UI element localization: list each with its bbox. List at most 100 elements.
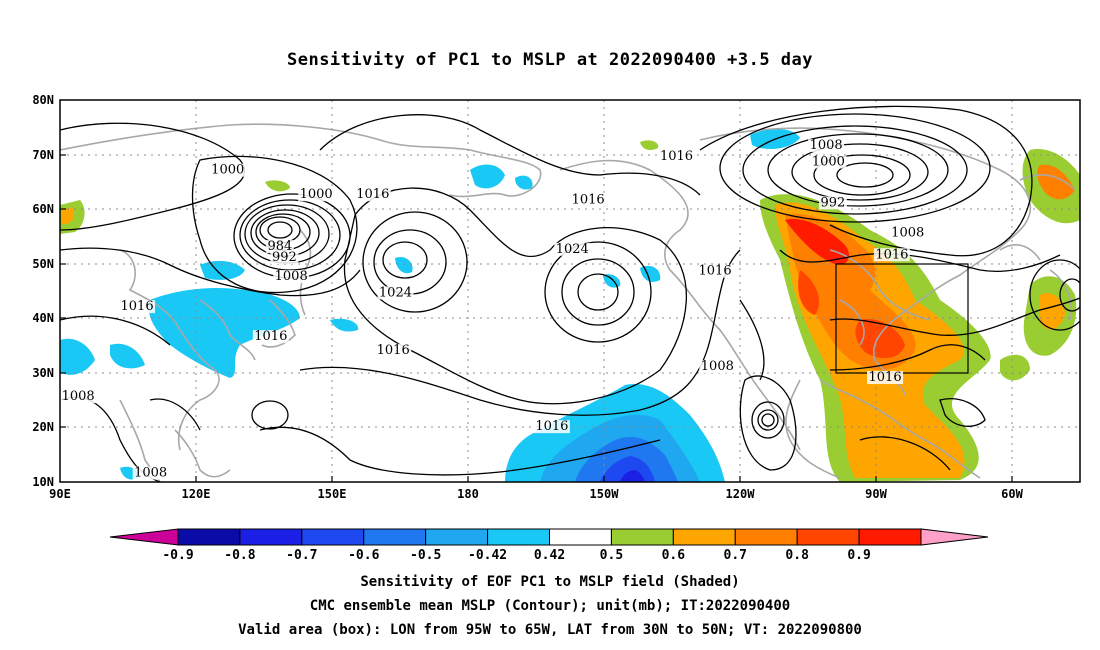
contour-label: 1000 — [812, 154, 845, 169]
contour-label: 1008 — [701, 359, 734, 374]
contour-label-bg — [209, 163, 246, 177]
contour-label: 1000 — [300, 187, 333, 202]
contour-label-bg — [570, 193, 607, 207]
mslp-contours — [60, 105, 1080, 482]
contour-label: 1016 — [869, 370, 902, 385]
contour-label-bg — [252, 330, 289, 344]
contour-label-bg — [533, 420, 570, 434]
colorbar-segment — [177, 528, 241, 546]
colorbar-segment — [239, 528, 303, 546]
colorbar-tick-label: -0.5 — [410, 548, 441, 563]
contour-label: 1016 — [572, 193, 605, 208]
contour-label: 1016 — [535, 419, 568, 434]
contour-label-bg — [273, 270, 310, 284]
colorbar-tick-label: -0.9 — [162, 548, 193, 563]
colorbar-segment — [487, 528, 551, 546]
page-title: Sensitivity of PC1 to MSLP at 2022090400… — [286, 50, 813, 70]
lat-label: 30N — [32, 366, 54, 380]
contour-label-bg — [699, 360, 736, 374]
contour-label-bg — [377, 286, 414, 300]
contour-label-bg — [808, 139, 845, 153]
contour-label-bg — [873, 248, 910, 262]
colorbar-segment — [549, 528, 612, 546]
coastlines — [60, 123, 1076, 482]
colorbar-segment — [672, 528, 736, 546]
contour-label-bg — [810, 155, 847, 169]
lat-label: 20N — [32, 420, 54, 434]
lat-label: 50N — [32, 257, 54, 271]
contour-label-bg — [132, 466, 169, 480]
contour-label: 1008 — [134, 466, 167, 481]
colorbar-tick-label: -0.7 — [286, 548, 317, 563]
contour-label-bg — [119, 300, 156, 314]
contour-label: 1016 — [254, 329, 287, 344]
contour-label-bg — [554, 242, 591, 256]
contour-label-bg — [298, 188, 335, 202]
lat-label: 80N — [32, 93, 54, 107]
colorbar: -0.9 -0.8 -0.7 -0.6 -0.5 -0.42 0.42 0.5 0.6 0.7 0.… — [109, 528, 989, 563]
contour-label: 992 — [821, 195, 846, 210]
tick-marks — [60, 154, 1013, 482]
sensitivity-shading — [60, 128, 1080, 482]
contour-label-bg — [60, 390, 97, 404]
contour-label-bg — [270, 250, 299, 264]
contour-label: 1016 — [377, 343, 410, 358]
caption-line-3: Valid area (box): LON from 95W to 65W, L… — [238, 622, 862, 638]
colorbar-segment — [734, 528, 798, 546]
map-frame — [59, 99, 1081, 483]
colorbar-tick-label: -0.6 — [348, 548, 379, 563]
colorbar-tick-label: 0.8 — [785, 548, 809, 563]
contour-label-bg — [867, 371, 904, 385]
contour-label: 1016 — [875, 247, 908, 262]
contour-label: 1016 — [699, 264, 732, 279]
colorbar-segment — [425, 528, 489, 546]
colorbar-segment — [610, 528, 674, 546]
contour-label: 1000 — [211, 163, 244, 178]
contour-label-bg — [265, 240, 294, 254]
colorbar-tick-label: 0.42 — [534, 548, 565, 563]
contour-label: 1008 — [810, 138, 843, 153]
caption-line-1: Sensitivity of EOF PC1 to MSLP field (Sh… — [360, 574, 740, 590]
contour-label: 1016 — [660, 149, 693, 164]
shade-positive-red — [785, 219, 850, 265]
lat-label: 40N — [32, 311, 54, 325]
lat-label: 10N — [32, 475, 54, 489]
colorbar-below-triangle — [109, 528, 179, 546]
contour-label-bg — [818, 196, 847, 210]
lon-label: 150W — [590, 487, 620, 501]
lon-label: 180 — [457, 487, 479, 501]
lat-axis-labels: 80N 70N 60N 50N 40N 30N 20N 10N — [32, 93, 54, 489]
contour-label-bg — [889, 226, 926, 240]
lat-label: 70N — [32, 148, 54, 162]
contour-label-bg — [658, 150, 695, 164]
contour-label: 1008 — [62, 389, 95, 404]
colorbar-above-triangle — [920, 528, 989, 546]
colorbar-tick-label: -0.42 — [468, 548, 507, 563]
colorbar-segment — [301, 528, 365, 546]
contour-label: 1008 — [275, 269, 308, 284]
lat-label: 60N — [32, 202, 54, 216]
contour-label-bg — [375, 343, 412, 357]
shade-negative-asia — [148, 288, 300, 378]
contour-label-bg — [697, 264, 734, 278]
contour-label: 992 — [272, 250, 297, 265]
graticule — [60, 100, 1080, 482]
lon-label: 60W — [1001, 487, 1023, 501]
colorbar-tick-label: -0.8 — [224, 548, 255, 563]
colorbar-segment — [363, 528, 427, 546]
contour-label: 1024 — [379, 285, 412, 300]
contour-label: 1016 — [121, 299, 154, 314]
caption-line-2: CMC ensemble mean MSLP (Contour); unit(m… — [309, 598, 791, 614]
lon-axis-labels: 90E 120E 150E 180 150W 120W 90W 60W — [49, 487, 1023, 501]
colorbar-tick-label: 0.7 — [724, 548, 747, 563]
shade-positive-red2 — [855, 319, 905, 359]
lon-label: 90E — [49, 487, 71, 501]
contour-label: 984 — [267, 239, 292, 254]
colorbar-segment — [796, 528, 860, 546]
colorbar-segment — [858, 528, 922, 546]
lon-label: 150E — [318, 487, 347, 501]
contour-label-bg — [354, 188, 391, 202]
lon-label: 120E — [182, 487, 211, 501]
